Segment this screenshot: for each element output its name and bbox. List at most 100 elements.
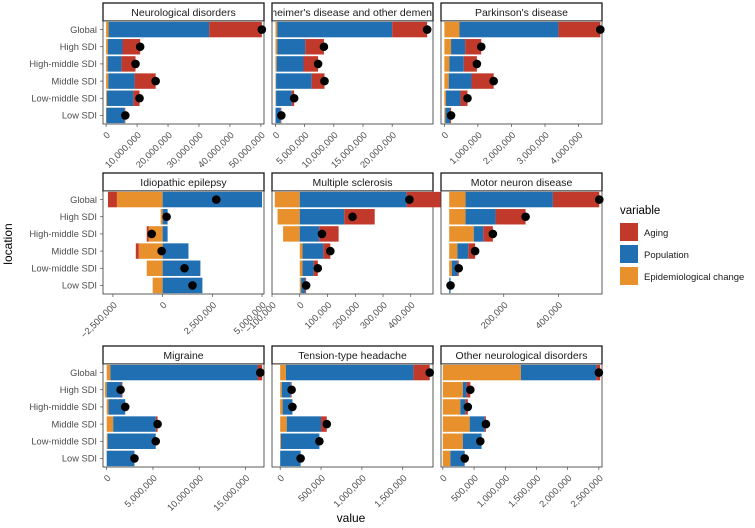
facet-title: Other neurological disorders bbox=[456, 350, 588, 362]
x-tick-label: 0 bbox=[295, 300, 306, 311]
bar-segment-pop bbox=[465, 191, 553, 208]
facet-panel: Idiopathic epilepsy Global High SDI High-mi… bbox=[29, 172, 268, 340]
x-tick-label: 2,000,000 bbox=[481, 130, 517, 166]
bar-segment-aging bbox=[413, 364, 430, 381]
y-tick-label: Low SDI bbox=[62, 111, 97, 121]
x-tick-label: 500,000 bbox=[296, 473, 327, 504]
facet-title: Idiopathic epilepsy bbox=[140, 177, 227, 189]
bar-segment-pop bbox=[162, 243, 189, 259]
bar-segment-pop bbox=[162, 226, 168, 242]
bar-segment-epi bbox=[104, 382, 107, 398]
total-point bbox=[162, 212, 171, 222]
total-point bbox=[277, 111, 286, 120]
total-point bbox=[463, 402, 473, 412]
bar-segment-epi bbox=[106, 21, 109, 38]
bar-segment-pop bbox=[473, 226, 484, 242]
bar-segment-pop bbox=[280, 450, 301, 467]
bar-segment-pop bbox=[465, 209, 496, 225]
bar-segment-pop bbox=[462, 433, 482, 449]
total-point bbox=[466, 385, 475, 395]
bar-segment-epi bbox=[449, 243, 458, 259]
x-tick-label: 0 bbox=[440, 130, 451, 141]
x-tick-label: 1,000,000 bbox=[448, 130, 484, 166]
total-point bbox=[319, 42, 329, 52]
y-tick-label: High-middle SDI bbox=[29, 59, 97, 69]
bar-segment-epi bbox=[449, 191, 466, 208]
bar-segment-epi bbox=[275, 39, 278, 55]
bar-segment-pop bbox=[449, 56, 464, 72]
facet-plot-area bbox=[271, 363, 434, 468]
y-tick-label: Middle SDI bbox=[52, 76, 97, 86]
x-tick-label: 2,500,000 bbox=[569, 473, 605, 509]
total-point bbox=[151, 76, 160, 86]
bar-segment-epi bbox=[444, 39, 452, 55]
legend-swatch bbox=[620, 245, 638, 263]
bar-segment-epi bbox=[449, 209, 466, 225]
y-tick-label: Global bbox=[70, 25, 97, 35]
x-tick-label: 5,000,000 bbox=[123, 473, 159, 509]
bar-segment-pop bbox=[107, 433, 156, 449]
bar-segment-epi bbox=[138, 243, 163, 259]
total-point bbox=[460, 454, 470, 463]
legend: variable Aging Population Epidemiological c… bbox=[620, 205, 744, 285]
bar-segment-pop bbox=[276, 90, 292, 106]
legend-title: variable bbox=[620, 205, 660, 217]
bar-segment-aging bbox=[121, 56, 136, 72]
total-point bbox=[157, 246, 166, 256]
x-tick-label: 0 bbox=[101, 130, 112, 141]
x-tick-label: 2,000,000 bbox=[537, 473, 573, 509]
bar-segment-epi bbox=[442, 450, 451, 467]
bar-segment-epi bbox=[442, 416, 470, 432]
facet-title: Alzheimer's disease and other dementias bbox=[257, 7, 449, 19]
total-point bbox=[255, 368, 265, 377]
total-point bbox=[348, 212, 357, 222]
y-tick-label: Low SDI bbox=[62, 281, 97, 291]
y-tick-label: Low SDI bbox=[62, 454, 97, 464]
total-point bbox=[135, 93, 144, 103]
facet-title: Tension-type headache bbox=[298, 350, 407, 362]
bar-segment-epi bbox=[277, 209, 300, 225]
y-tick-label: High-middle SDI bbox=[29, 402, 97, 412]
facet-panel: Multiple sclerosis−100,000 0100,000200,00… bbox=[243, 172, 454, 335]
x-tick-label: 1,000,000 bbox=[475, 473, 511, 509]
bar-segment-epi bbox=[106, 73, 109, 89]
bar-segment-pop bbox=[282, 399, 293, 415]
total-point bbox=[120, 111, 130, 120]
bar-segment-pop bbox=[106, 107, 125, 124]
bar-segment-aging bbox=[135, 243, 139, 259]
x-tick-label: 0 bbox=[438, 473, 449, 484]
bar-segment-pop bbox=[107, 90, 134, 106]
bar-segment-epi bbox=[299, 277, 302, 294]
x-tick-label: 200,000 bbox=[330, 300, 361, 331]
legend-label: Population bbox=[644, 250, 689, 261]
total-point bbox=[488, 229, 498, 239]
bar-segment-epi bbox=[160, 209, 163, 225]
bar-segment-epi bbox=[442, 364, 521, 381]
y-tick-label: Global bbox=[70, 368, 97, 378]
y-tick-label: Low-middle SDI bbox=[31, 94, 97, 104]
x-tick-label: 1,500,000 bbox=[506, 473, 542, 509]
bar-segment-epi bbox=[152, 277, 163, 294]
y-tick-label: Low-middle SDI bbox=[31, 437, 97, 447]
bar-segment-epi bbox=[449, 226, 474, 242]
total-point bbox=[301, 281, 311, 290]
total-point bbox=[325, 246, 335, 256]
bar-segment-epi bbox=[116, 191, 163, 208]
x-tick-label: 15,000,000 bbox=[212, 473, 252, 513]
facet-title: Migraine bbox=[163, 350, 203, 362]
total-point bbox=[315, 436, 324, 446]
y-tick-label: Low-middle SDI bbox=[31, 264, 97, 274]
bar-segment-pop bbox=[469, 416, 485, 432]
bar-segment-epi bbox=[299, 243, 303, 259]
bar-segment-pop bbox=[107, 39, 123, 55]
total-point bbox=[481, 419, 491, 429]
total-point bbox=[287, 385, 296, 395]
facet-title: Neurological disorders bbox=[131, 7, 235, 19]
legend-swatch bbox=[620, 267, 638, 285]
facet-plot-area bbox=[102, 190, 265, 295]
y-tick-label: High SDI bbox=[60, 212, 97, 222]
facet-title: Parkinson's disease bbox=[475, 7, 568, 19]
bar-segment-epi bbox=[106, 364, 111, 381]
bar-segment-pop bbox=[459, 21, 559, 38]
bar-segment-pop bbox=[451, 39, 466, 55]
